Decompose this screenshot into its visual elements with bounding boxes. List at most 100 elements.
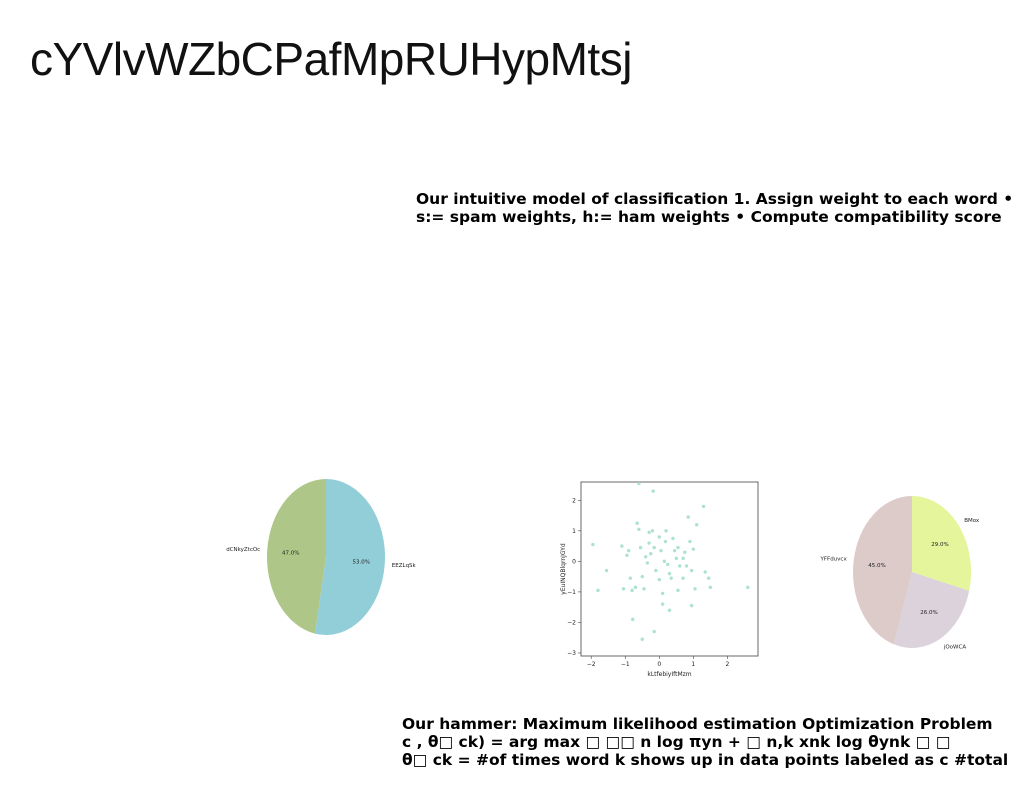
slide-title: cYVlvWZbCPafMpRUHypMtsj xyxy=(30,33,632,85)
scatter-point xyxy=(657,535,661,539)
scatter-point xyxy=(651,489,655,493)
scatter-point xyxy=(676,588,680,593)
scatter-point xyxy=(637,481,641,486)
pie-category-label: EEZLqSk xyxy=(392,563,417,569)
scatter-point xyxy=(642,587,646,591)
scatter-point xyxy=(666,562,670,567)
scatter-point xyxy=(645,561,650,565)
scatter-point xyxy=(681,576,685,580)
bottom-text-line: Our hammer: Maximum likelihood estimatio… xyxy=(402,715,993,733)
scatter-point xyxy=(701,504,706,509)
x-tick-label: 0 xyxy=(657,661,661,668)
scatter-point xyxy=(689,603,694,608)
y-tick-label: −1 xyxy=(567,589,576,596)
scatter-frame xyxy=(580,481,759,657)
scatter-point xyxy=(703,570,707,574)
x-tick-label: 1 xyxy=(691,661,695,668)
pie-slice xyxy=(266,479,326,634)
scatter-point xyxy=(631,617,635,622)
pie-slice xyxy=(314,479,385,635)
scatter-point xyxy=(604,568,609,573)
x-tick-label: 2 xyxy=(725,661,729,668)
top-text-line: s:= spam weights, h:= ham weights • Comp… xyxy=(416,208,1002,226)
scatter-point xyxy=(746,585,750,590)
pie-slice xyxy=(912,496,971,591)
scatter-point xyxy=(643,555,648,559)
pie-value-label: 53.0% xyxy=(353,559,370,565)
scatter-point xyxy=(674,556,679,561)
scatter-chart: −2 −1 0 1 2 −3 −2 −1 0 1 2 kLtfebiyIftMzm yEuINQBlqr… xyxy=(560,481,759,678)
scatter-point xyxy=(672,548,677,553)
pie-value-label: 45.0% xyxy=(868,563,885,569)
x-tick-label: −1 xyxy=(621,661,630,668)
scatter-point xyxy=(667,571,672,576)
scatter-point xyxy=(649,552,653,556)
scatter-point xyxy=(660,602,665,606)
scatter-point xyxy=(650,529,655,533)
scatter-point xyxy=(626,548,631,553)
y-tick-label: 1 xyxy=(572,528,576,535)
pie-category-label: BMox xyxy=(964,518,980,524)
scatter-point xyxy=(686,515,690,519)
pie-category-label: dCNkyZtcOc xyxy=(226,547,260,553)
pie-value-label: 29.0% xyxy=(931,542,948,548)
scatter-point xyxy=(678,564,682,568)
scatter-point xyxy=(676,545,680,550)
scatter-point xyxy=(638,545,643,550)
scatter-point xyxy=(706,576,711,580)
scatter-point xyxy=(652,629,656,634)
pie-slice xyxy=(853,496,912,645)
pie-category-label: YFFduvcx xyxy=(820,557,848,563)
scatter-point xyxy=(681,556,685,561)
scatter-point xyxy=(695,523,699,527)
scatter-point xyxy=(688,539,692,544)
scatter-point xyxy=(654,568,658,573)
y-axis-label: yEuINQBlqrnJGYd xyxy=(560,543,567,595)
scatter-point xyxy=(664,529,668,533)
y-tick-label: 0 xyxy=(572,558,576,565)
scatter-point xyxy=(640,637,644,641)
y-tick-label: −3 xyxy=(567,650,576,657)
scatter-point xyxy=(689,568,694,573)
scatter-point xyxy=(684,564,689,568)
scatter-point xyxy=(596,588,600,593)
pie-chart-2: 29.0% BMox 26.0% jOoWCA 45.0% YFFduvcx xyxy=(820,496,980,651)
scatter-point xyxy=(591,542,595,547)
scatter-point xyxy=(647,530,651,535)
scatter-point xyxy=(663,539,668,544)
scatter-point xyxy=(647,541,651,545)
top-text-block: Our intuitive model of classification 1.… xyxy=(416,190,1024,226)
scatter-point xyxy=(660,591,665,596)
bottom-text-line: θ□ ck = #of times word k shows up in dat… xyxy=(402,751,1009,769)
scatter-point xyxy=(683,550,687,554)
pie-slice xyxy=(893,572,970,648)
scatter-point xyxy=(669,576,673,580)
bottom-text-line: c , θ□ ck) = arg max □ □□ n log πyn + □ … xyxy=(402,733,951,751)
pie-chart-1: 53.0% EEZLqSk 47.0% dCNkyZtcOc xyxy=(226,479,417,635)
scatter-point xyxy=(691,547,696,551)
scatter-point xyxy=(630,588,634,593)
scatter-point xyxy=(652,545,656,550)
y-tick-label: 2 xyxy=(572,497,576,504)
y-tick-label: −2 xyxy=(567,619,576,626)
pie-value-label: 26.0% xyxy=(920,610,937,616)
scatter-point xyxy=(659,548,663,553)
scatter-point xyxy=(620,544,624,548)
scatter-point xyxy=(640,574,644,579)
bottom-text-block: Our hammer: Maximum likelihood estimatio… xyxy=(402,715,1024,769)
scatter-point xyxy=(637,527,641,532)
scatter-point xyxy=(667,608,672,612)
scatter-point xyxy=(671,536,675,541)
x-axis-label: kLtfebiyIftMzm xyxy=(647,671,691,678)
scatter-point xyxy=(708,585,713,590)
pie-value-label: 47.0% xyxy=(282,551,299,557)
scatter-point xyxy=(625,553,629,557)
scatter-point xyxy=(662,559,667,564)
scatter-point xyxy=(693,587,697,591)
scatter-point xyxy=(657,577,661,582)
scatter-point xyxy=(628,576,633,580)
pie-category-label: jOoWCA xyxy=(943,645,967,651)
top-text-line: Our intuitive model of classification 1.… xyxy=(416,190,1014,208)
scatter-point xyxy=(635,521,639,525)
scatter-point xyxy=(621,587,626,591)
